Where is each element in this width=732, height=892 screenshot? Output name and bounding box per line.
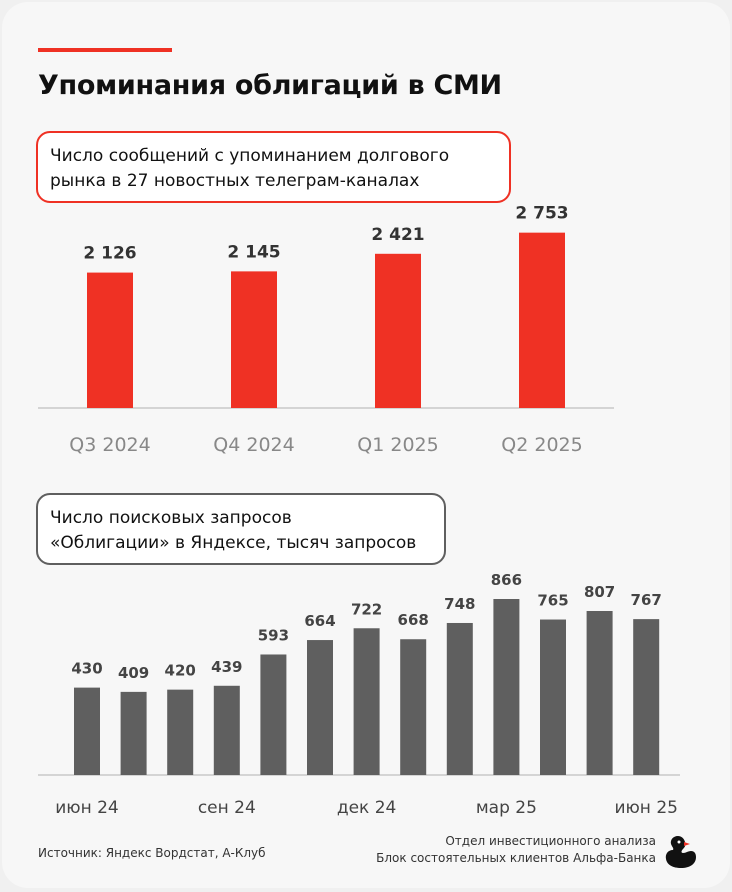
chart1-bar [87,272,133,408]
chart2-bar [353,628,380,775]
chart2-bar [400,639,427,775]
chart1-subtitle-line: Число сообщений с упоминанием долгового [50,146,450,166]
chart2-value-label: 807 [584,583,615,601]
chart1-value-label: 2 421 [371,225,424,245]
chart2-tick-label: сен 24 [198,798,256,818]
chart2-subtitle-line: Число поисковых запросов [50,508,292,528]
chart1-tick-label: Q4 2024 [213,434,294,456]
chart2-value-label: 439 [211,658,242,676]
chart2-bar [120,691,147,775]
chart1-subtitle-box: Число сообщений с упоминанием долгового … [36,131,511,203]
chart2-bar [213,685,240,775]
chart1-value-label: 2 753 [515,204,568,224]
chart2-value-label: 430 [71,660,102,678]
chart2-bar [633,619,660,775]
chart2-tick-label: июн 24 [55,798,119,818]
chart1-subtitle-line: рынка в 27 новостных телеграм-каналах [50,171,420,191]
chart2-value-label: 767 [631,591,662,609]
chart2-value-label: 748 [444,595,475,613]
chart1-tick-label: Q1 2025 [357,434,438,456]
chart2-value-label: 409 [118,664,149,682]
chart2-value-label: 722 [351,600,382,618]
chart2-bar [167,689,194,775]
chart2-subtitle-box: Число поисковых запросов «Облигации» в Я… [36,493,446,565]
rubber-duck-icon [665,836,696,868]
chart2-subtitle-line: «Облигации» в Яндексе, тысяч запросов [50,533,417,553]
source-note: Источник: Яндекс Вордстат, А-Клуб [38,846,266,860]
chart2-value-label: 420 [165,662,196,680]
chart2-bar [540,619,566,775]
accent-line [38,48,172,52]
chart1-value-label: 2 145 [227,242,280,262]
chart1-bar [231,271,277,408]
chart2-bar [586,610,613,775]
chart1-bar [519,232,565,408]
department-line: Блок состоятельных клиентов Альфа-Банка [376,851,656,865]
department-line: Отдел инвестиционного анализа [445,834,656,848]
chart1-tick-label: Q2 2025 [501,434,582,456]
chart2-tick-label: дек 24 [337,798,397,818]
chart1-tick-label: Q3 2024 [69,434,150,456]
chart2-bar [493,599,520,775]
chart2-value-label: 668 [398,611,429,629]
chart1-value-label: 2 126 [83,244,136,264]
chart2-bar [446,622,473,775]
chart2-value-label: 593 [258,626,289,644]
chart2-bar [260,654,287,775]
chart2-value-label: 866 [491,571,522,589]
department-note: Отдел инвестиционного анализа Блок состо… [376,833,656,867]
chart2-value-label: 664 [304,612,335,630]
chart2-tick-label: мар 25 [476,798,537,818]
chart2-tick-label: июн 25 [614,798,678,818]
chart2-bar [74,687,100,775]
page-title: Упоминания облигаций в СМИ [38,70,502,101]
chart1-bar [375,253,421,408]
chart2-bar [307,640,333,775]
chart2-value-label: 765 [537,592,568,610]
